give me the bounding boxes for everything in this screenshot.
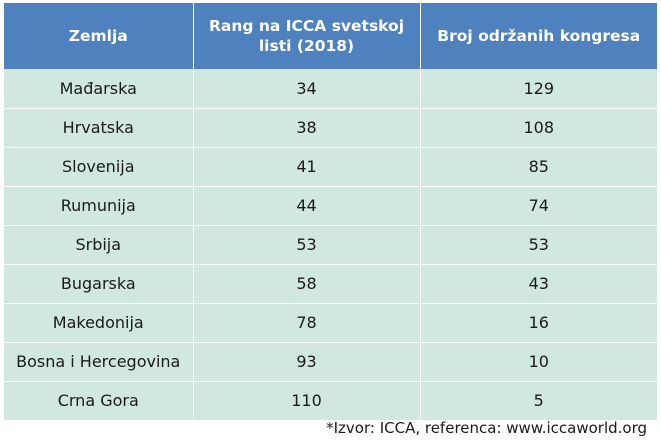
cell-rank: 44 [193, 186, 421, 226]
cell-rank: 41 [193, 147, 421, 187]
table-row: Crna Gora 110 5 [4, 381, 657, 421]
cell-country: Hrvatska [4, 108, 194, 148]
cell-country: Makedonija [4, 303, 194, 343]
cell-congresses: 5 [420, 381, 657, 421]
cell-congresses: 129 [420, 69, 657, 109]
cell-congresses: 10 [420, 342, 657, 382]
table-row: Hrvatska 38 108 [4, 108, 657, 148]
cell-country: Bugarska [4, 264, 194, 304]
table-header: Zemlja Rang na ICCA svetskoj listi (2018… [4, 3, 657, 69]
cell-rank: 38 [193, 108, 421, 148]
source-footnote: *Izvor: ICCA, referenca: www.iccaworld.o… [326, 419, 647, 437]
cell-rank: 58 [193, 264, 421, 304]
table-body: Mađarska 34 129 Hrvatska 38 108 Slovenij… [4, 69, 657, 421]
header-icca-rank: Rang na ICCA svetskoj listi (2018) [193, 3, 421, 69]
icca-ranking-table: Zemlja Rang na ICCA svetskoj listi (2018… [4, 3, 657, 421]
cell-country: Srbija [4, 225, 194, 265]
cell-congresses: 85 [420, 147, 657, 187]
cell-congresses: 74 [420, 186, 657, 226]
cell-congresses: 53 [420, 225, 657, 265]
cell-congresses: 16 [420, 303, 657, 343]
table-row: Makedonija 78 16 [4, 303, 657, 343]
cell-rank: 34 [193, 69, 421, 109]
header-congress-count: Broj održanih kongresa [420, 3, 657, 69]
cell-country: Crna Gora [4, 381, 194, 421]
cell-congresses: 43 [420, 264, 657, 304]
cell-rank: 110 [193, 381, 421, 421]
cell-rank: 53 [193, 225, 421, 265]
header-row: Zemlja Rang na ICCA svetskoj listi (2018… [4, 3, 657, 69]
cell-rank: 78 [193, 303, 421, 343]
table-row: Srbija 53 53 [4, 225, 657, 265]
cell-country: Slovenija [4, 147, 194, 187]
cell-country: Mađarska [4, 69, 194, 109]
header-country: Zemlja [4, 3, 194, 69]
table-row: Slovenija 41 85 [4, 147, 657, 187]
cell-country: Rumunija [4, 186, 194, 226]
table-row: Bosna i Hercegovina 93 10 [4, 342, 657, 382]
cell-congresses: 108 [420, 108, 657, 148]
table-row: Mađarska 34 129 [4, 69, 657, 109]
cell-rank: 93 [193, 342, 421, 382]
table-row: Bugarska 58 43 [4, 264, 657, 304]
table-row: Rumunija 44 74 [4, 186, 657, 226]
cell-country: Bosna i Hercegovina [4, 342, 194, 382]
